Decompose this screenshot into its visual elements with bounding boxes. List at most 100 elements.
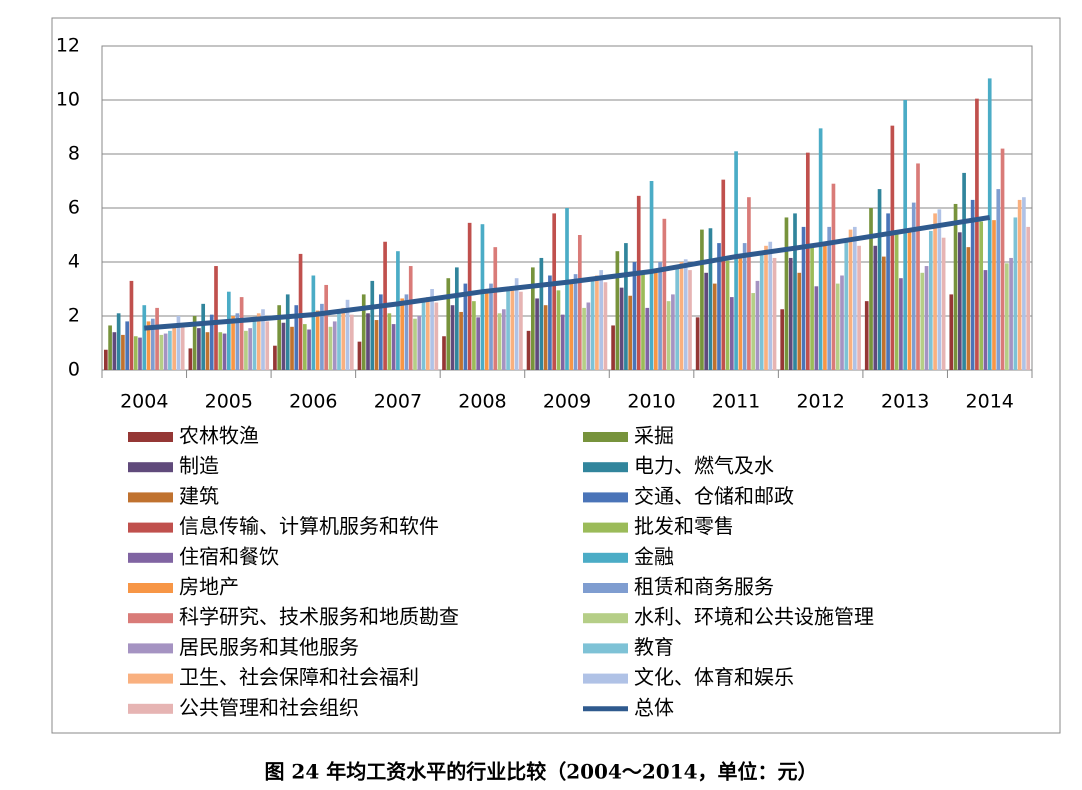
bar (506, 289, 510, 370)
bar (218, 332, 223, 370)
bar (298, 253, 303, 370)
bar (708, 228, 713, 370)
bar (734, 151, 738, 370)
bar (387, 313, 392, 370)
bar (903, 100, 908, 370)
bar (992, 220, 996, 370)
chart-title: 图 24 年均工资水平的行业比较（2004～2014，单位：元） (264, 760, 817, 784)
bar (256, 313, 261, 370)
bar (281, 322, 286, 370)
bar (285, 294, 290, 370)
bar (810, 244, 814, 370)
bar (619, 287, 624, 370)
bar (337, 313, 341, 370)
bar (302, 324, 307, 370)
bar (899, 278, 903, 370)
bar (378, 294, 383, 370)
bar (489, 283, 493, 370)
bar (755, 280, 760, 370)
bar (717, 243, 721, 370)
bar (577, 235, 582, 370)
bar (920, 272, 925, 370)
bar (450, 305, 455, 370)
bar (201, 303, 206, 370)
bar (721, 179, 726, 370)
bar (873, 245, 878, 370)
bar (446, 278, 451, 370)
legend-swatch (583, 492, 628, 503)
bar (962, 172, 966, 370)
x-tick-label: 2007 (374, 391, 422, 413)
bar (248, 328, 253, 370)
bar (163, 333, 168, 370)
bar (480, 224, 485, 370)
legend-swatch (583, 522, 628, 533)
bar (345, 299, 350, 370)
bar (688, 270, 692, 370)
bar (404, 294, 409, 370)
bar (442, 336, 446, 370)
bar (615, 251, 620, 370)
bar (205, 332, 210, 370)
bar (103, 349, 108, 370)
legend-label: 住宿和餐饮 (179, 544, 279, 568)
bar (434, 302, 439, 370)
bar (1017, 199, 1022, 370)
bar (818, 128, 823, 370)
legend-swatch (128, 613, 173, 624)
legend-swatch (128, 643, 173, 654)
bar (539, 257, 544, 370)
bar (628, 295, 633, 370)
bar (869, 208, 873, 370)
bar (472, 301, 476, 370)
bar (146, 321, 151, 370)
legend-swatch (583, 462, 628, 473)
bar (827, 226, 832, 370)
bar (595, 275, 599, 370)
legend-label: 科学研究、技术服务和地质勘查 (179, 605, 459, 629)
bar (413, 318, 417, 370)
legend-swatch (128, 522, 173, 533)
bar (417, 316, 422, 370)
bar (788, 257, 793, 370)
bar (535, 298, 539, 370)
line (144, 214, 991, 331)
bar (636, 195, 641, 370)
bar (784, 217, 789, 370)
bar (573, 274, 578, 370)
bar (188, 348, 193, 370)
bar (886, 213, 890, 370)
bar (396, 251, 400, 370)
bar (374, 320, 379, 370)
legend-swatch (128, 552, 173, 563)
legend-label: 信息传输、计算机服务和软件 (179, 514, 439, 538)
bar (277, 305, 282, 370)
bar (653, 272, 658, 370)
bar (425, 297, 430, 370)
bar (814, 286, 819, 370)
bar (1009, 257, 1013, 370)
bar (231, 316, 235, 370)
bar (112, 332, 117, 370)
y-tick-label: 4 (68, 251, 80, 273)
bar (197, 328, 201, 370)
bar (357, 341, 362, 370)
bar (142, 305, 147, 370)
legend-swatch (128, 583, 173, 593)
bar (560, 314, 565, 370)
y-tick-label: 6 (68, 197, 80, 219)
bar (467, 222, 472, 370)
bar (366, 313, 370, 370)
bar (835, 283, 840, 370)
x-tick-label: 2014 (966, 391, 1014, 413)
x-tick-label: 2011 (712, 391, 760, 413)
bar (514, 278, 519, 370)
bar (307, 329, 311, 370)
bar (176, 316, 181, 370)
bar (624, 243, 628, 370)
bar (556, 290, 561, 370)
bar (294, 305, 299, 370)
bar (311, 275, 316, 370)
bar (772, 257, 777, 370)
bar (328, 326, 333, 370)
